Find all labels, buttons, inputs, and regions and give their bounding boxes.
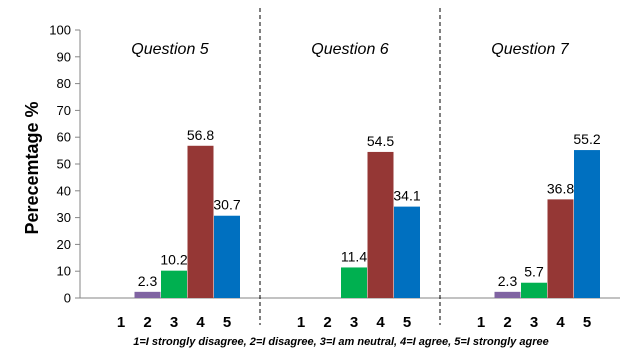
y-tick-label: 30	[57, 210, 71, 225]
bar	[187, 145, 214, 298]
panel-title: Question 7	[491, 41, 569, 58]
y-tick-label: 80	[57, 76, 71, 91]
data-label: 55.2	[573, 131, 600, 147]
y-tick-label: 70	[57, 103, 71, 118]
x-tick-label: 2	[143, 314, 151, 331]
bar	[494, 291, 521, 298]
y-tick-label: 60	[57, 130, 71, 145]
x-tick-label: 5	[583, 314, 591, 331]
x-tick-label: 3	[530, 314, 538, 331]
bars	[134, 145, 600, 298]
x-tick-label: 1	[477, 314, 485, 331]
y-tick-label: 100	[49, 23, 71, 38]
x-tick-label: 1	[297, 314, 305, 331]
y-tick-label: 40	[57, 183, 71, 198]
data-label: 5.7	[524, 264, 544, 280]
data-label: 30.7	[213, 197, 240, 213]
x-tick-label: 2	[323, 314, 331, 331]
x-tick-label: 4	[196, 314, 205, 331]
data-label: 54.5	[367, 133, 394, 149]
bar	[521, 282, 547, 298]
bar	[341, 267, 367, 298]
bar	[161, 270, 187, 298]
data-label: 11.4	[341, 248, 367, 264]
bar	[394, 206, 420, 298]
x-tick-label: 3	[350, 314, 358, 331]
bar	[574, 150, 600, 298]
x-tick-label: 3	[170, 314, 178, 331]
panel-title: Question 6	[311, 41, 388, 58]
panel-title: Question 5	[131, 41, 208, 58]
y-axis-title: Perecemtage %	[22, 101, 42, 234]
x-tick-label: 4	[376, 314, 385, 331]
x-tick-label: 1	[117, 314, 125, 331]
y-tick-label: 10	[57, 264, 71, 279]
data-label: 10.2	[160, 252, 187, 268]
x-tick-label: 5	[223, 314, 231, 331]
y-tick-label: 0	[64, 291, 71, 306]
bar	[367, 151, 394, 298]
data-label: 56.8	[187, 127, 214, 143]
y-tick-label: 50	[57, 157, 71, 172]
data-label: 34.1	[393, 188, 420, 204]
x-tick-label: 2	[503, 314, 511, 331]
x-tick-label: 4	[556, 314, 565, 331]
x-tick-label: 5	[403, 314, 411, 331]
bar	[547, 199, 574, 298]
data-label: 2.3	[138, 273, 158, 289]
bar	[214, 215, 240, 298]
y-tick-label: 20	[57, 237, 71, 252]
y-tick-label: 90	[57, 49, 71, 64]
footnote: 1=I strongly disagree, 2=I disagree, 3=I…	[133, 336, 548, 348]
data-label: 2.3	[498, 273, 518, 289]
labels: 0 10 20 30 40 50 60 70 80 90 100 Question 5 1 2.3 2 10.…	[49, 23, 601, 332]
bar	[134, 291, 161, 298]
data-label: 36.8	[547, 180, 574, 196]
